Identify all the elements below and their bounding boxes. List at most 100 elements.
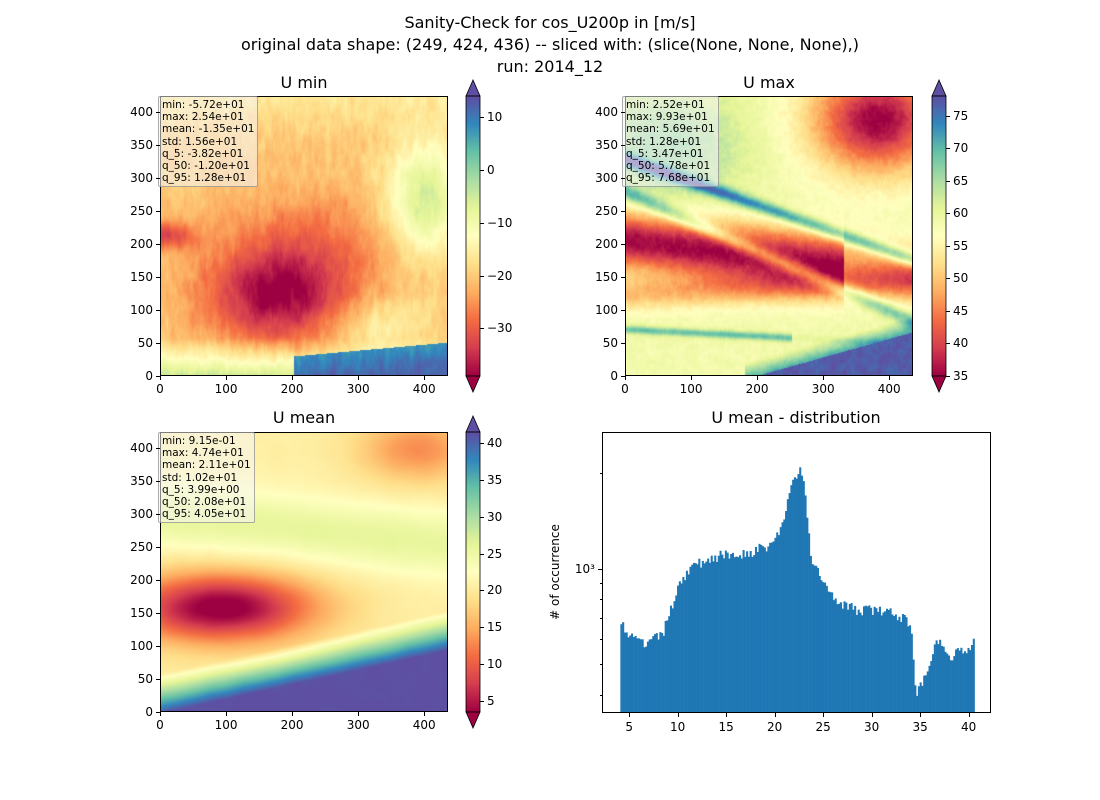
- x-tick-label: 300: [346, 382, 370, 396]
- histogram-bar: [662, 635, 665, 712]
- x-tick: [625, 376, 626, 380]
- histogram-bar: [917, 686, 920, 712]
- histogram-bar: [875, 608, 878, 712]
- y-tick-label: 350: [130, 473, 153, 488]
- histogram-bar: [767, 546, 770, 712]
- histogram-bar: [735, 556, 738, 712]
- histogram-bar: [813, 565, 816, 712]
- histogram-bar: [864, 605, 867, 712]
- y-minor-tick: [600, 694, 602, 696]
- histogram-bar: [928, 665, 931, 712]
- y-tick-label: 100: [130, 638, 153, 653]
- histogram-bar: [877, 611, 880, 712]
- colorbar-tick: [946, 310, 950, 312]
- colorbar-tick: [480, 553, 484, 555]
- histogram-bar: [754, 546, 758, 712]
- y-tick: [621, 144, 625, 146]
- histogram-bar: [889, 608, 892, 712]
- histogram-bar: [878, 606, 881, 712]
- stats-box-u-min: min: -5.72e+01 max: 2.54e+01 mean: -1.35…: [158, 96, 259, 188]
- colorbar-tick-label: 40: [487, 436, 503, 451]
- colorbar-u-min: [466, 96, 480, 376]
- y-tick: [621, 210, 625, 212]
- x-tick: [889, 376, 891, 380]
- histogram-bar: [694, 563, 697, 712]
- histogram-bar: [701, 560, 704, 712]
- stat-line: mean: 5.69e+01: [626, 123, 715, 136]
- colorbar-u-min-gradient: [466, 96, 480, 376]
- histogram-bar: [942, 646, 945, 712]
- x-tick-label: 0: [156, 718, 164, 732]
- histogram-bar: [710, 555, 713, 712]
- histogram-bar: [967, 647, 970, 712]
- histogram-bar: [627, 637, 630, 712]
- histogram-bar: [960, 647, 963, 712]
- histogram-bar: [747, 556, 750, 712]
- stat-line: max: 2.54e+01: [162, 111, 244, 124]
- y-minor-tick: [600, 599, 602, 601]
- histogram-bar: [795, 478, 798, 712]
- y-tick-label: 200: [130, 572, 153, 587]
- y-tick-label: 50: [602, 335, 618, 350]
- histogram-bar: [751, 556, 754, 712]
- x-tick: [160, 376, 161, 380]
- histogram-bar: [669, 605, 673, 712]
- stat-line: q_50: -1.20e+01: [162, 160, 250, 173]
- histogram-bar: [806, 517, 809, 712]
- histogram-bar: [962, 653, 965, 712]
- y-tick: [621, 177, 625, 179]
- histogram-bar: [677, 585, 680, 712]
- colorbar-tick: [946, 278, 950, 280]
- colorbar-extend-max: [465, 415, 481, 433]
- histogram-bar: [847, 609, 850, 712]
- x-tick-label: 200: [280, 718, 304, 732]
- histogram-bar: [696, 564, 699, 712]
- stat-line: mean: 2.11e+01: [162, 459, 251, 472]
- histogram-bar: [953, 656, 956, 712]
- y-tick: [156, 177, 160, 179]
- histogram-bar: [901, 614, 904, 712]
- colorbar-u-max: [932, 96, 946, 376]
- histogram-bar: [684, 580, 687, 712]
- y-tick: [156, 276, 160, 278]
- colorbar-tick: [946, 115, 950, 117]
- colorbar-tick: [480, 516, 484, 518]
- histogram-bar: [825, 585, 828, 712]
- histogram-bar: [790, 485, 793, 712]
- histogram-bar: [818, 576, 821, 712]
- y-tick: [156, 210, 160, 212]
- colorbar-tick-label: 35: [953, 369, 969, 383]
- histogram-bar: [880, 615, 883, 712]
- stat-line: min: 9.15e-01: [162, 435, 236, 447]
- histogram-bar: [884, 611, 887, 712]
- histogram-bar: [882, 612, 885, 712]
- histogram-bar: [630, 633, 634, 712]
- y-tick-label: 300: [130, 170, 153, 185]
- histogram-bar: [744, 556, 747, 712]
- histogram-bar: [912, 659, 915, 712]
- x-tick: [629, 713, 631, 717]
- histogram-bar: [632, 637, 635, 712]
- colorbar-tick-label: 10: [487, 657, 503, 672]
- y-tick-label: 400: [595, 104, 618, 119]
- figure-title-line-2: original data shape: (249, 424, 436) -- …: [241, 35, 859, 54]
- x-tick: [358, 376, 360, 380]
- histogram-bar: [965, 653, 968, 712]
- histogram-bar: [873, 606, 876, 712]
- y-tick: [156, 712, 160, 713]
- y-tick-label: 400: [130, 104, 153, 119]
- y-tick: [621, 376, 625, 377]
- histogram-bar: [939, 639, 942, 712]
- stat-line: min: -5.72e+01: [162, 99, 245, 111]
- histogram-bar: [781, 522, 784, 712]
- stat-line: q_95: 4.05e+01: [162, 508, 247, 521]
- colorbar-tick-label: 75: [953, 108, 969, 123]
- x-tick-label: 100: [679, 382, 703, 396]
- x-tick-label: 300: [346, 718, 370, 732]
- colorbar-tick: [480, 627, 484, 629]
- y-minor-tick: [600, 583, 602, 585]
- x-tick-label: 5: [625, 720, 633, 734]
- histogram-bar: [756, 551, 759, 712]
- histogram-bar: [839, 602, 843, 712]
- histogram-u-mean: [602, 432, 991, 713]
